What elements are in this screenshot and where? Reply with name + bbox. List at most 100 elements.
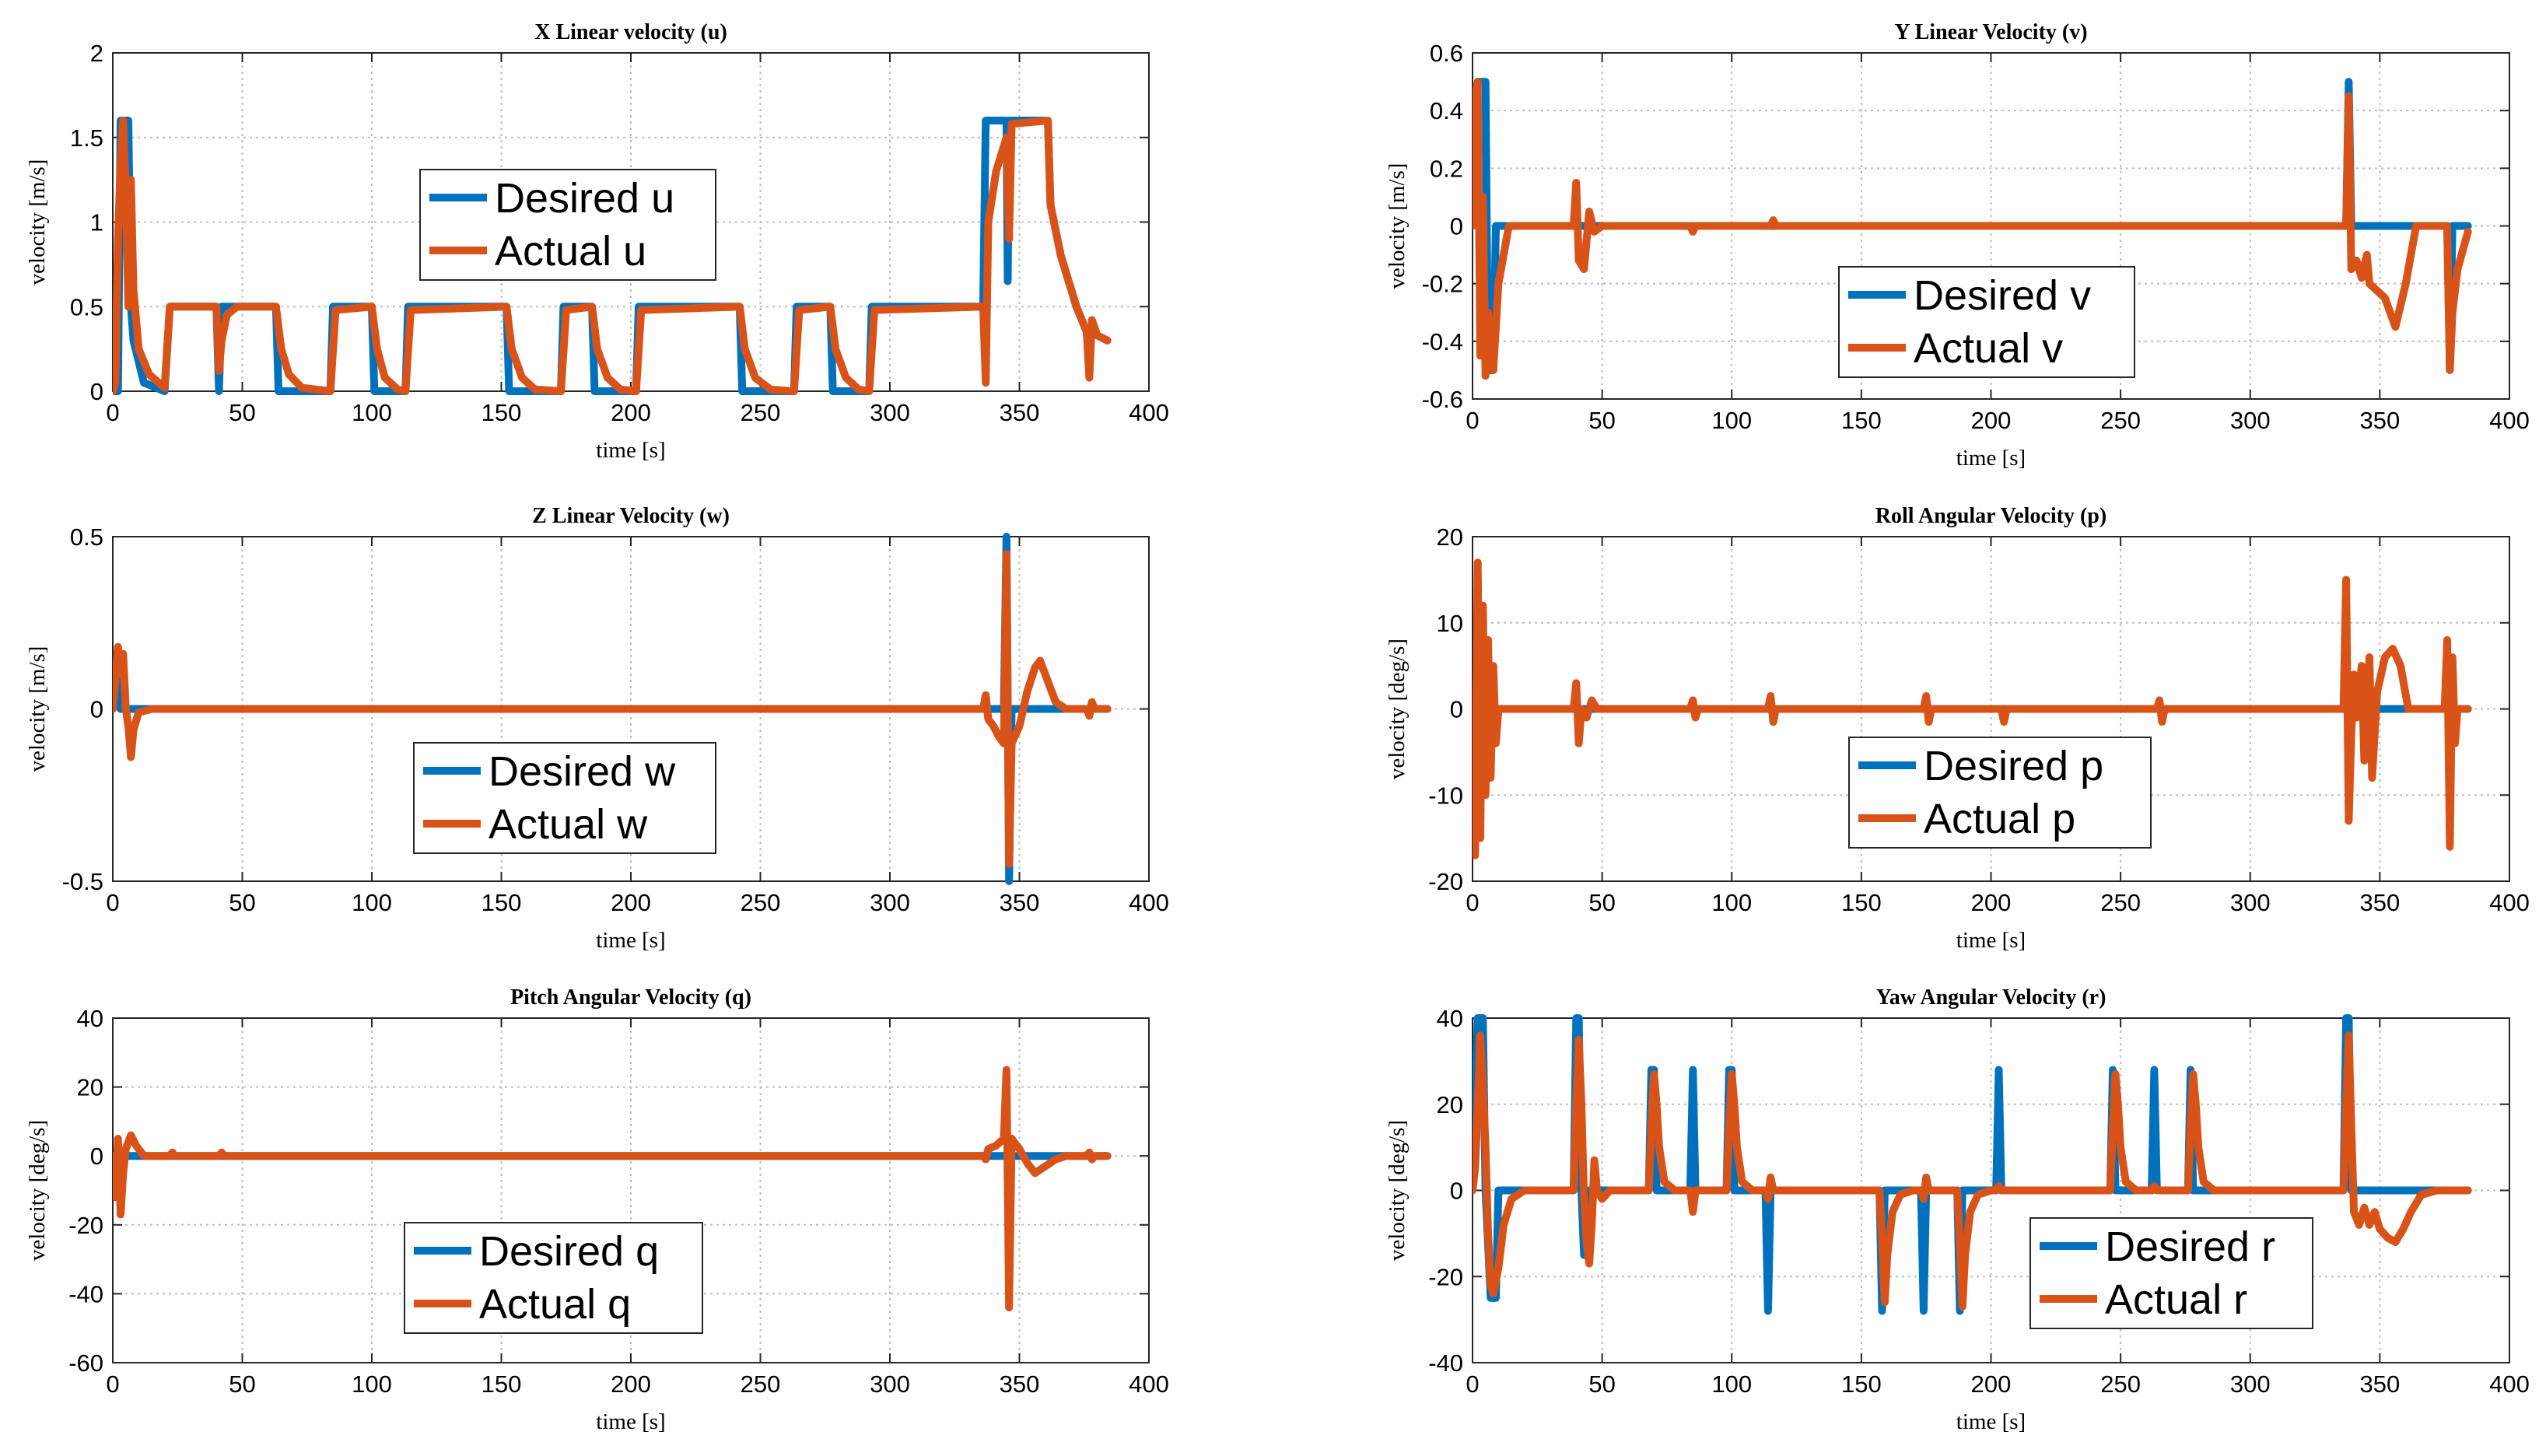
legend: Desired u Actual u — [419, 169, 716, 281]
series-line-actual — [113, 550, 1112, 868]
x-axis-label: time [s] — [596, 1409, 665, 1434]
legend-box — [2029, 1217, 2313, 1329]
legend-label-desired: Desired p — [1924, 743, 2103, 789]
x-axis-label: time [s] — [1956, 928, 2026, 953]
y-tick-label: 20 — [77, 1074, 103, 1101]
chart-title: Y Linear Velocity (v) — [1894, 20, 2087, 44]
x-tick-label: 0 — [1466, 889, 1479, 916]
x-tick-label: 150 — [482, 889, 522, 916]
x-tick-label: 50 — [1588, 407, 1615, 434]
x-tick-label: 150 — [1841, 1370, 1882, 1398]
x-tick-label: 0 — [106, 399, 119, 426]
x-tick-label: 250 — [2100, 889, 2141, 916]
chart-title: Roll Angular Velocity (p) — [1875, 504, 2106, 528]
legend-label-actual: Actual r — [2105, 1276, 2247, 1323]
legend: Desired r Actual r — [2029, 1217, 2313, 1329]
y-tick-label: 0 — [1450, 213, 1463, 240]
y-tick-label: 0 — [90, 1143, 103, 1170]
y-tick-label: -20 — [68, 1212, 103, 1239]
x-tick-label: 0 — [1466, 407, 1479, 434]
x-tick-label: 400 — [2489, 889, 2530, 916]
x-tick-label: 250 — [2100, 407, 2141, 434]
legend-label-desired: Desired r — [2105, 1223, 2275, 1270]
legend-label-actual: Actual u — [495, 228, 646, 275]
y-tick-label: 0.2 — [1430, 155, 1463, 182]
chart-panel-6: 0 50 100 150 200 250 300 350 400 -40 -20 0 20 40 Yaw A… — [1385, 985, 2530, 1434]
series-line-actual — [1473, 1031, 2472, 1311]
legend-label-desired: Desired q — [479, 1228, 659, 1275]
y-tick-label: 0 — [90, 696, 103, 723]
legend-label-desired: Desired v — [1914, 272, 2091, 319]
y-tick-label: 2 — [90, 40, 103, 67]
x-tick-label: 100 — [352, 889, 392, 916]
x-tick-label: 0 — [1466, 1370, 1479, 1398]
x-tick-label: 150 — [1841, 889, 1882, 916]
x-tick-label: 0 — [106, 889, 119, 916]
chart-panel-3: 0 50 100 150 200 250 300 350 400-0.500.5Z Linear… — [25, 504, 1169, 953]
legend-box — [413, 742, 716, 854]
legend-box — [1848, 737, 2152, 849]
x-axis-label: time [s] — [596, 438, 665, 463]
x-tick-label: 100 — [352, 1370, 392, 1398]
legend-label-actual: Actual w — [489, 801, 648, 848]
x-tick-label: 200 — [1971, 889, 2012, 916]
chart-panel-4: 0 50 100 150 200 250 300 350 400 -20 -10 0 10 20 Roll … — [1385, 504, 2530, 953]
y-tick-label: -20 — [1428, 1263, 1463, 1290]
legend-label-desired: Desired w — [489, 748, 676, 795]
y-tick-label: 1.5 — [70, 124, 103, 152]
x-tick-label: 200 — [1971, 407, 2012, 434]
y-tick-label: 40 — [1437, 1005, 1463, 1032]
x-tick-label: 50 — [1588, 1370, 1615, 1398]
x-tick-label: 300 — [2230, 1370, 2271, 1398]
x-axis-label: time [s] — [596, 928, 665, 953]
y-tick-label: -0.5 — [62, 868, 103, 895]
legend-box — [1838, 266, 2135, 378]
x-axis-label: time [s] — [1956, 1409, 2026, 1434]
y-tick-label: 20 — [1437, 1091, 1463, 1118]
x-tick-label: 350 — [1000, 399, 1040, 426]
x-tick-label: 100 — [1711, 1370, 1752, 1398]
x-tick-label: 300 — [870, 399, 910, 426]
x-tick-label: 0 — [106, 1370, 119, 1398]
series-line-actual — [113, 117, 1112, 395]
x-tick-label: 250 — [741, 399, 781, 426]
y-tick-label: 0 — [1450, 1178, 1463, 1205]
series-line-desired — [1473, 1014, 2472, 1315]
x-tick-label: 200 — [611, 399, 651, 426]
y-tick-label: -40 — [1428, 1349, 1463, 1377]
x-tick-label: 350 — [1000, 889, 1040, 916]
x-tick-label: 400 — [2489, 1370, 2530, 1398]
y-tick-label: 0.5 — [70, 293, 103, 320]
x-tick-label: 50 — [229, 399, 255, 426]
x-tick-label: 350 — [2360, 1370, 2401, 1398]
chart-title: Z Linear Velocity (w) — [532, 504, 730, 528]
y-tick-label: -0.2 — [1422, 271, 1463, 298]
x-tick-label: 400 — [2489, 407, 2530, 434]
y-tick-label: 20 — [1437, 523, 1463, 551]
x-tick-label: 400 — [1129, 889, 1169, 916]
legend: Desired p Actual p — [1848, 737, 2152, 849]
series-line-actual — [1473, 78, 2472, 380]
chart-title: Yaw Angular Velocity (r) — [1876, 985, 2106, 1010]
x-tick-label: 250 — [741, 889, 781, 916]
x-tick-label: 200 — [1971, 1370, 2012, 1398]
y-axis-label: velocity [deg/s] — [1385, 639, 1410, 779]
x-tick-label: 350 — [2360, 407, 2401, 434]
y-tick-label: 0 — [1450, 696, 1463, 723]
x-tick-label: 350 — [2360, 889, 2401, 916]
x-tick-label: 250 — [2100, 1370, 2141, 1398]
y-tick-label: 1 — [90, 209, 103, 236]
legend: Desired v Actual v — [1838, 266, 2135, 378]
x-tick-label: 250 — [741, 1370, 781, 1398]
x-tick-label: 100 — [1711, 407, 1752, 434]
y-tick-label: -10 — [1428, 782, 1463, 809]
legend-box — [404, 1222, 703, 1334]
chart-panel-5: 0 50 100 150 200 250 300 350 400 -60 -40 -20 0 20 40 Pi… — [25, 985, 1169, 1434]
x-tick-label: 400 — [1129, 1370, 1169, 1398]
y-tick-label: 0 — [90, 378, 103, 405]
x-tick-label: 100 — [1711, 889, 1752, 916]
y-axis-label: velocity [deg/s] — [1385, 1120, 1410, 1261]
x-tick-label: 400 — [1129, 399, 1169, 426]
x-tick-label: 200 — [611, 889, 651, 916]
x-tick-label: 50 — [229, 889, 255, 916]
